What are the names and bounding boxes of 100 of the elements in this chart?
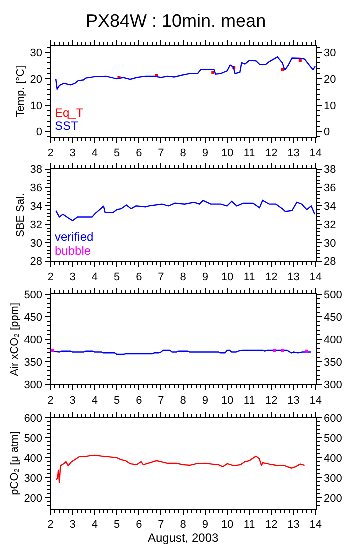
x-tick-label: 10 <box>221 519 234 532</box>
x-tick-label: 6 <box>136 394 142 407</box>
text: Eq_T <box>55 106 84 120</box>
x-tick-label: 6 <box>136 272 142 284</box>
y-tick-label: 30 <box>30 238 43 250</box>
x-tick-label: 14 <box>310 519 322 532</box>
x-tick-label: 10 <box>221 147 234 160</box>
y2-tick-label: 500 <box>324 432 342 445</box>
y2-tick-label: 0 <box>324 126 330 139</box>
x-tick-label: 10 <box>221 272 234 284</box>
y2-tick-label: 300 <box>324 380 342 392</box>
x-tick-label: 8 <box>180 272 186 284</box>
y2-tick-label: 34 <box>324 201 336 214</box>
x-tick-label: 14 <box>310 272 322 284</box>
x-tick-label: 13 <box>288 147 300 160</box>
x-tick-label: 3 <box>70 394 76 407</box>
y-axis-title: Air xCO₂ [ppm] <box>8 302 21 376</box>
y-axis-title: Temp. [°C] <box>14 66 27 118</box>
x-tick-label: 4 <box>92 147 98 160</box>
y2-tick-label: 200 <box>324 492 342 505</box>
x-tick-label: 8 <box>180 147 186 160</box>
x-tick-label: 2 <box>48 519 54 532</box>
y-tick-label: 36 <box>30 182 43 195</box>
y-tick-label: 300 <box>24 472 43 485</box>
x-tick-label: 4 <box>92 519 98 532</box>
x-tick-label: 2 <box>48 147 54 160</box>
x-tick-label: 11 <box>244 272 256 284</box>
x-tick-label: 12 <box>266 394 278 407</box>
y2-tick-label: 300 <box>324 472 342 485</box>
x-tick-label: 3 <box>70 272 76 284</box>
x-tick-label: 9 <box>202 394 208 407</box>
x-tick-label: 7 <box>158 272 164 284</box>
y-tick-label: 38 <box>30 164 43 176</box>
y-tick-label: 400 <box>24 334 43 346</box>
x-tick-label: 12 <box>266 147 278 160</box>
y-tick-label: 28 <box>30 256 43 268</box>
legend-label: bubble <box>55 244 92 258</box>
x-tick-label: 9 <box>202 519 208 532</box>
y2-tick-label: 400 <box>324 334 342 346</box>
x-tick-label: 6 <box>136 519 142 532</box>
x-tick-label: 5 <box>114 272 120 284</box>
line-series <box>55 56 316 90</box>
y2-tick-label: 400 <box>324 452 342 465</box>
x-axis-title: August, 2003 <box>148 531 219 546</box>
x-tick-label: 3 <box>70 147 76 160</box>
y-tick-label: 300 <box>24 380 43 392</box>
x-tick-label: 5 <box>114 519 120 532</box>
line-series <box>56 454 306 484</box>
point <box>212 70 215 74</box>
x-tick-label: 3 <box>70 519 76 532</box>
y2-tick-label: 36 <box>324 182 336 195</box>
y-tick-label: 32 <box>30 219 43 232</box>
y2-tick-label: 500 <box>324 289 342 302</box>
point <box>281 68 284 72</box>
y2-tick-label: 30 <box>324 238 336 250</box>
y-tick-label: 450 <box>24 312 43 324</box>
x-tick-label: 11 <box>244 519 256 532</box>
y-tick-label: 10 <box>30 100 43 112</box>
x-tick-label: 8 <box>180 394 186 407</box>
x-tick-label: 12 <box>266 519 278 532</box>
x-tick-label: 2 <box>48 394 54 407</box>
y-tick-label: 500 <box>24 432 43 445</box>
y-tick-label: 600 <box>24 412 43 425</box>
y2-tick-label: 28 <box>324 256 336 268</box>
y-tick-label: 400 <box>24 452 43 465</box>
y2-tick-label: 32 <box>324 219 336 232</box>
y2-tick-label: 350 <box>324 357 342 370</box>
y2-tick-label: 600 <box>324 412 342 425</box>
y2-tick-label: 10 <box>324 100 336 112</box>
x-tick-label: 13 <box>288 519 300 532</box>
x-tick-label: 7 <box>158 147 164 160</box>
x-tick-label: 12 <box>266 272 278 284</box>
x-tick-label: 7 <box>158 394 164 407</box>
x-tick-label: 14 <box>310 147 322 160</box>
y2-tick-label: 30 <box>324 48 336 60</box>
chart-title: PX84W : 10min. mean <box>86 11 266 31</box>
point <box>298 59 302 62</box>
x-tick-label: 8 <box>180 519 186 532</box>
x-tick-label: 11 <box>244 147 256 160</box>
x-tick-label: 10 <box>221 394 234 407</box>
y2-tick-label: 450 <box>324 312 342 324</box>
y-tick-label: 350 <box>24 357 43 370</box>
x-tick-label: 5 <box>114 147 120 160</box>
text: SST <box>55 119 80 133</box>
x-tick-label: 7 <box>158 519 164 532</box>
y-axis-title: pCO₂ [μ atm] <box>8 432 21 496</box>
series-label: verified <box>55 230 94 244</box>
y-tick-label: 200 <box>24 492 43 505</box>
x-tick-label: 2 <box>48 272 54 284</box>
x-tick-label: 9 <box>202 272 208 284</box>
x-tick-label: 11 <box>244 394 256 407</box>
x-tick-label: 9 <box>202 147 208 160</box>
y-tick-label: 20 <box>30 74 43 86</box>
x-tick-label: 4 <box>92 394 98 407</box>
line-series <box>55 200 316 222</box>
x-tick-label: 13 <box>288 272 300 284</box>
y2-tick-label: 38 <box>324 164 336 176</box>
y-tick-label: 0 <box>36 126 43 139</box>
y-tick-label: 34 <box>30 201 43 214</box>
y-axis-title: SBE Sal. <box>14 193 27 238</box>
